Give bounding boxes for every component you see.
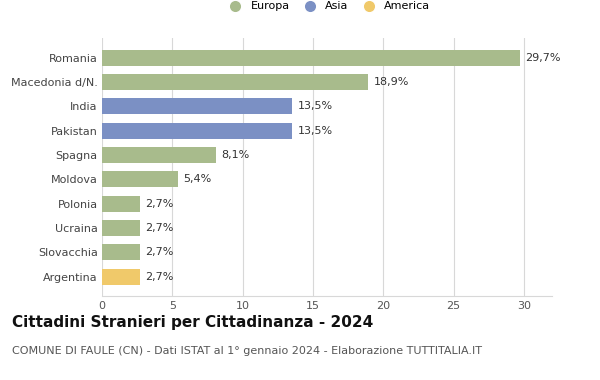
- Bar: [102, 196, 140, 212]
- Text: Cittadini Stranieri per Cittadinanza - 2024: Cittadini Stranieri per Cittadinanza - 2…: [12, 315, 373, 330]
- Text: 2,7%: 2,7%: [146, 199, 174, 209]
- Text: 29,7%: 29,7%: [525, 53, 561, 63]
- Bar: [102, 147, 216, 163]
- Text: 18,9%: 18,9%: [373, 77, 409, 87]
- Bar: [102, 269, 140, 285]
- Text: COMUNE DI FAULE (CN) - Dati ISTAT al 1° gennaio 2024 - Elaborazione TUTTITALIA.I: COMUNE DI FAULE (CN) - Dati ISTAT al 1° …: [12, 346, 482, 356]
- Bar: [102, 74, 368, 90]
- Bar: [102, 220, 140, 236]
- Text: 13,5%: 13,5%: [298, 126, 332, 136]
- Text: 13,5%: 13,5%: [298, 101, 332, 111]
- Text: 5,4%: 5,4%: [184, 174, 212, 184]
- Text: 8,1%: 8,1%: [221, 150, 250, 160]
- Bar: [102, 171, 178, 187]
- Legend: Europa, Asia, America: Europa, Asia, America: [220, 0, 434, 16]
- Text: 2,7%: 2,7%: [146, 272, 174, 282]
- Text: 2,7%: 2,7%: [146, 247, 174, 257]
- Bar: [102, 50, 520, 66]
- Bar: [102, 123, 292, 139]
- Bar: [102, 244, 140, 260]
- Bar: [102, 98, 292, 114]
- Text: 2,7%: 2,7%: [146, 223, 174, 233]
